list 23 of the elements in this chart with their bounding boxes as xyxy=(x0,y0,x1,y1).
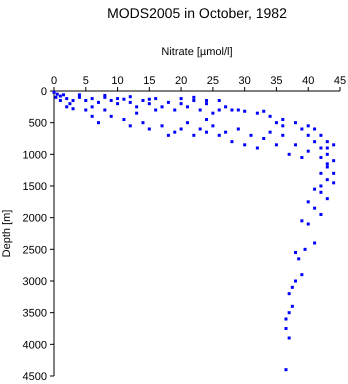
y-tick-label: 2000 xyxy=(22,212,47,225)
x-tick-label: 20 xyxy=(174,75,188,87)
x-tick-label: 30 xyxy=(238,75,251,87)
x-tick-label: 10 xyxy=(111,75,124,87)
x-tick-label: 35 xyxy=(270,75,283,87)
y-tick-label: 4500 xyxy=(22,371,47,383)
y-tick-label: 3000 xyxy=(22,276,47,288)
y-tick-label: 3500 xyxy=(22,308,47,320)
x-tick-label: 25 xyxy=(206,75,220,87)
y-tick-label: 4000 xyxy=(22,339,47,352)
x-axis-title: Nitrate [µmol/l] xyxy=(161,46,233,58)
x-tick-label: 15 xyxy=(143,75,156,87)
y-tick-label: 1000 xyxy=(22,149,47,162)
x-tick-label: 45 xyxy=(334,75,346,87)
y-tick-label: 0 xyxy=(40,86,47,98)
y-tick-label: 500 xyxy=(28,118,47,130)
x-tick-label: 40 xyxy=(302,75,314,87)
y-tick-label: 2500 xyxy=(22,244,47,256)
chart-title: MODS2005 in October, 1982 xyxy=(107,5,288,21)
y-axis-title: Depth [m] xyxy=(1,210,13,258)
y-tick-label: 1500 xyxy=(22,181,47,193)
x-tick-label: 0 xyxy=(50,75,58,87)
x-tick-label: 5 xyxy=(82,75,89,87)
